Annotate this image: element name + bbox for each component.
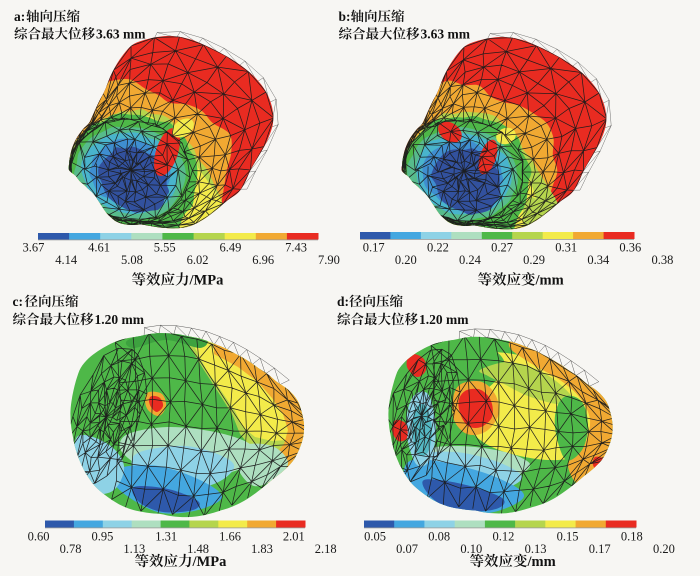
svg-text:/mm: /mm <box>535 273 564 289</box>
svg-text:0.17: 0.17 <box>363 241 385 255</box>
svg-text:0.36: 0.36 <box>619 241 641 255</box>
svg-text:d:: d: <box>337 294 349 309</box>
svg-text:0.17: 0.17 <box>589 542 611 556</box>
svg-text:0.95: 0.95 <box>91 530 113 544</box>
svg-text:1.83: 1.83 <box>251 542 273 556</box>
svg-text:7.43: 7.43 <box>285 241 307 255</box>
svg-text:1.20 mm: 1.20 mm <box>419 312 469 327</box>
svg-text:3.67: 3.67 <box>22 241 44 255</box>
svg-text:0.13: 0.13 <box>525 542 547 556</box>
svg-text:3.63 mm: 3.63 mm <box>421 27 471 42</box>
svg-text:0.29: 0.29 <box>523 253 545 267</box>
svg-text:c:: c: <box>13 294 24 309</box>
svg-text:4.14: 4.14 <box>55 253 78 267</box>
svg-text:1.48: 1.48 <box>187 542 209 556</box>
svg-text:0.27: 0.27 <box>491 241 513 255</box>
svg-text:0.31: 0.31 <box>555 241 577 255</box>
svg-text:1.20 mm: 1.20 mm <box>95 312 145 327</box>
svg-text:5.55: 5.55 <box>154 241 176 255</box>
svg-text:a:: a: <box>14 9 25 24</box>
svg-text:/mm: /mm <box>527 554 556 570</box>
svg-text:3.63 mm: 3.63 mm <box>96 27 146 42</box>
svg-text:/MPa: /MPa <box>189 273 225 289</box>
svg-text:5.08: 5.08 <box>121 253 143 267</box>
svg-text:4.61: 4.61 <box>88 241 110 255</box>
svg-text:0.24: 0.24 <box>459 253 482 267</box>
svg-text:2.01: 2.01 <box>283 530 305 544</box>
svg-text:6.49: 6.49 <box>219 241 241 255</box>
svg-text:0.08: 0.08 <box>428 530 450 544</box>
svg-text:0.20: 0.20 <box>395 253 417 267</box>
svg-text:0.20: 0.20 <box>653 542 675 556</box>
svg-text:6.96: 6.96 <box>252 253 274 267</box>
svg-text:0.60: 0.60 <box>28 530 50 544</box>
svg-text:0.78: 0.78 <box>60 542 82 556</box>
svg-text:1.66: 1.66 <box>219 530 241 544</box>
svg-text:b:: b: <box>339 9 351 24</box>
svg-text:7.90: 7.90 <box>318 253 340 267</box>
svg-text:0.05: 0.05 <box>364 530 386 544</box>
svg-text:2.18: 2.18 <box>315 542 337 556</box>
svg-text:1.31: 1.31 <box>155 530 177 544</box>
svg-text:0.22: 0.22 <box>427 241 449 255</box>
svg-text:/MPa: /MPa <box>192 554 228 570</box>
svg-text:6.02: 6.02 <box>187 253 209 267</box>
svg-text:0.07: 0.07 <box>396 542 418 556</box>
svg-text:0.34: 0.34 <box>587 253 610 267</box>
svg-text:0.12: 0.12 <box>492 530 514 544</box>
svg-text:0.15: 0.15 <box>557 530 579 544</box>
svg-text:0.18: 0.18 <box>621 530 643 544</box>
svg-text:0.38: 0.38 <box>651 253 673 267</box>
svg-text:0.10: 0.10 <box>460 542 482 556</box>
svg-text:1.13: 1.13 <box>123 542 145 556</box>
